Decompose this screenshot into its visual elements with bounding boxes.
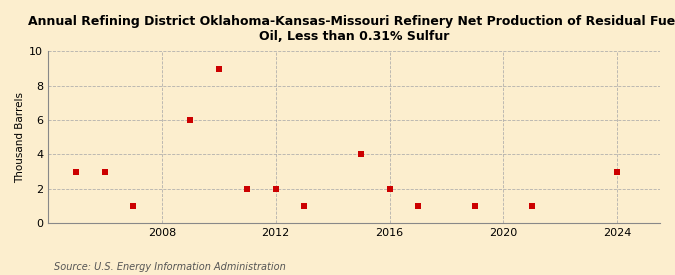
Point xyxy=(299,204,310,208)
Title: Annual Refining District Oklahoma-Kansas-Missouri Refinery Net Production of Res: Annual Refining District Oklahoma-Kansas… xyxy=(28,15,675,43)
Point xyxy=(412,204,423,208)
Point xyxy=(384,186,395,191)
Point xyxy=(612,169,623,174)
Text: Source: U.S. Energy Information Administration: Source: U.S. Energy Information Administ… xyxy=(54,262,286,272)
Point xyxy=(470,204,481,208)
Point xyxy=(128,204,139,208)
Point xyxy=(71,169,82,174)
Point xyxy=(185,118,196,122)
Point xyxy=(242,186,252,191)
Y-axis label: Thousand Barrels: Thousand Barrels xyxy=(15,92,25,183)
Point xyxy=(356,152,367,157)
Point xyxy=(526,204,537,208)
Point xyxy=(99,169,110,174)
Point xyxy=(271,186,281,191)
Point xyxy=(213,66,224,71)
